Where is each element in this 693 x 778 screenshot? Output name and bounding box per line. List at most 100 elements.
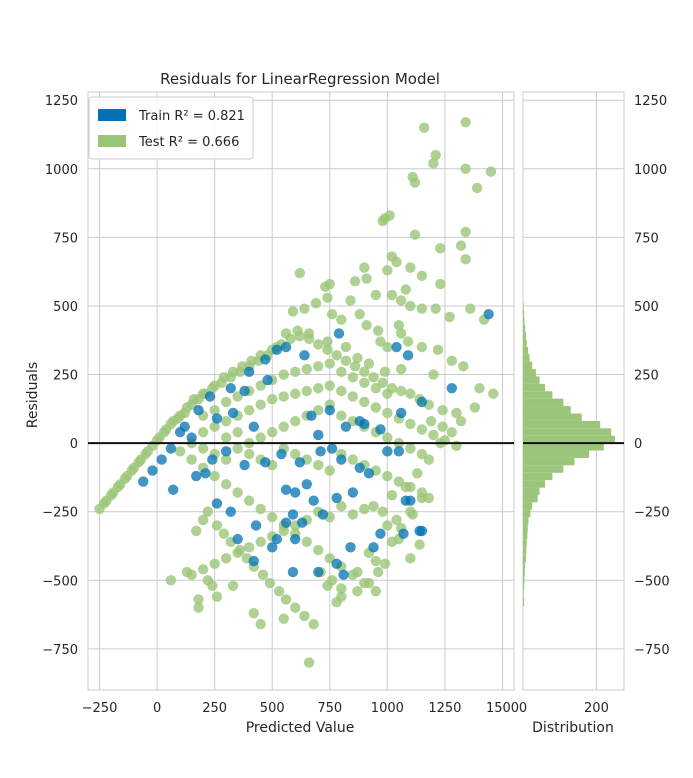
- x-tick-label: 0: [153, 701, 161, 716]
- y-tick-label: 0: [70, 437, 78, 452]
- train-point: [232, 533, 243, 545]
- histogram-bar: [523, 398, 564, 407]
- train-point: [262, 374, 273, 386]
- test-point: [287, 306, 299, 317]
- test-point: [423, 454, 434, 465]
- test-point: [370, 289, 382, 301]
- train-point: [174, 426, 186, 438]
- test-point: [395, 363, 407, 375]
- histogram-bar: [523, 339, 527, 347]
- histogram-y-tick-label: 1250: [634, 94, 667, 109]
- test-point: [405, 262, 416, 273]
- test-point: [186, 454, 197, 465]
- train-point: [347, 487, 359, 498]
- test-point: [264, 577, 276, 589]
- train-point: [313, 429, 324, 441]
- test-point: [232, 443, 243, 454]
- train-point: [331, 492, 342, 504]
- legend-label-test: Test R² = 0.666: [138, 135, 239, 150]
- train-point: [225, 506, 236, 517]
- test-point: [197, 426, 209, 438]
- test-point: [336, 501, 347, 512]
- train-point: [294, 457, 306, 468]
- train-point: [306, 410, 317, 421]
- y-tick-label: −500: [42, 574, 78, 589]
- test-point: [405, 553, 416, 564]
- test-point: [336, 385, 347, 397]
- histogram-bar: [523, 309, 525, 318]
- test-point: [435, 243, 446, 254]
- histogram-y-tick-label: −500: [634, 574, 670, 589]
- train-point: [243, 366, 255, 377]
- train-point: [290, 487, 301, 498]
- test-point: [354, 308, 365, 320]
- test-point: [101, 495, 112, 506]
- test-point: [257, 569, 269, 580]
- test-point: [382, 520, 393, 531]
- test-point: [322, 292, 333, 303]
- train-point: [375, 424, 386, 435]
- histogram-bar: [523, 391, 553, 399]
- test-point: [402, 336, 414, 347]
- train-point: [239, 385, 250, 397]
- train-point: [402, 350, 414, 361]
- y-tick-label: −750: [42, 643, 78, 658]
- test-point: [382, 432, 393, 443]
- test-point: [345, 295, 356, 306]
- train-point: [147, 465, 158, 476]
- histogram-bar: [523, 487, 540, 495]
- test-point: [340, 355, 352, 367]
- histogram-bar: [523, 591, 524, 599]
- test-point: [379, 366, 391, 377]
- test-point: [400, 284, 411, 295]
- test-point: [310, 298, 322, 309]
- test-point: [451, 407, 462, 419]
- histogram-bar: [523, 598, 525, 607]
- test-point: [220, 553, 232, 564]
- test-point: [211, 520, 223, 531]
- test-point: [437, 421, 448, 432]
- histogram-bar: [523, 531, 528, 540]
- test-point: [294, 330, 306, 342]
- test-point: [386, 289, 398, 301]
- test-point: [197, 514, 209, 526]
- test-point: [273, 586, 285, 597]
- train-point: [299, 350, 310, 361]
- train-point: [260, 354, 271, 365]
- histogram-bar: [523, 502, 533, 510]
- test-point: [359, 503, 370, 515]
- test-point: [209, 380, 220, 391]
- train-point: [280, 517, 292, 528]
- main-tick-labels: −250 0 250 500 750 1000 1250 1500 −750 −500 −250 0 2…: [42, 94, 519, 716]
- test-point: [227, 366, 239, 377]
- test-point: [384, 210, 395, 221]
- test-point: [278, 525, 289, 537]
- test-point: [121, 470, 133, 482]
- test-point: [359, 377, 370, 388]
- main-plot-frame: [87, 91, 515, 691]
- train-point: [308, 495, 319, 506]
- train-point: [191, 470, 202, 482]
- x-tick-label: −250: [82, 701, 118, 716]
- train-point: [267, 542, 278, 553]
- histogram-bar: [523, 480, 546, 488]
- test-point: [347, 454, 359, 465]
- train-point: [338, 569, 349, 580]
- test-point: [220, 454, 232, 465]
- train-point: [317, 509, 329, 520]
- test-point: [294, 267, 306, 279]
- train-point: [204, 391, 216, 402]
- histogram-y-tick-label: 250: [634, 369, 659, 384]
- test-point: [428, 158, 439, 169]
- train-point: [207, 454, 218, 465]
- test-point: [336, 583, 347, 594]
- test-point: [336, 410, 347, 421]
- train-point: [301, 479, 312, 490]
- test-point: [193, 602, 204, 613]
- test-point: [319, 281, 331, 292]
- histogram-bar: [523, 354, 530, 362]
- test-point: [211, 591, 223, 602]
- test-point: [267, 426, 278, 438]
- train-point: [354, 415, 365, 427]
- test-point: [460, 116, 471, 128]
